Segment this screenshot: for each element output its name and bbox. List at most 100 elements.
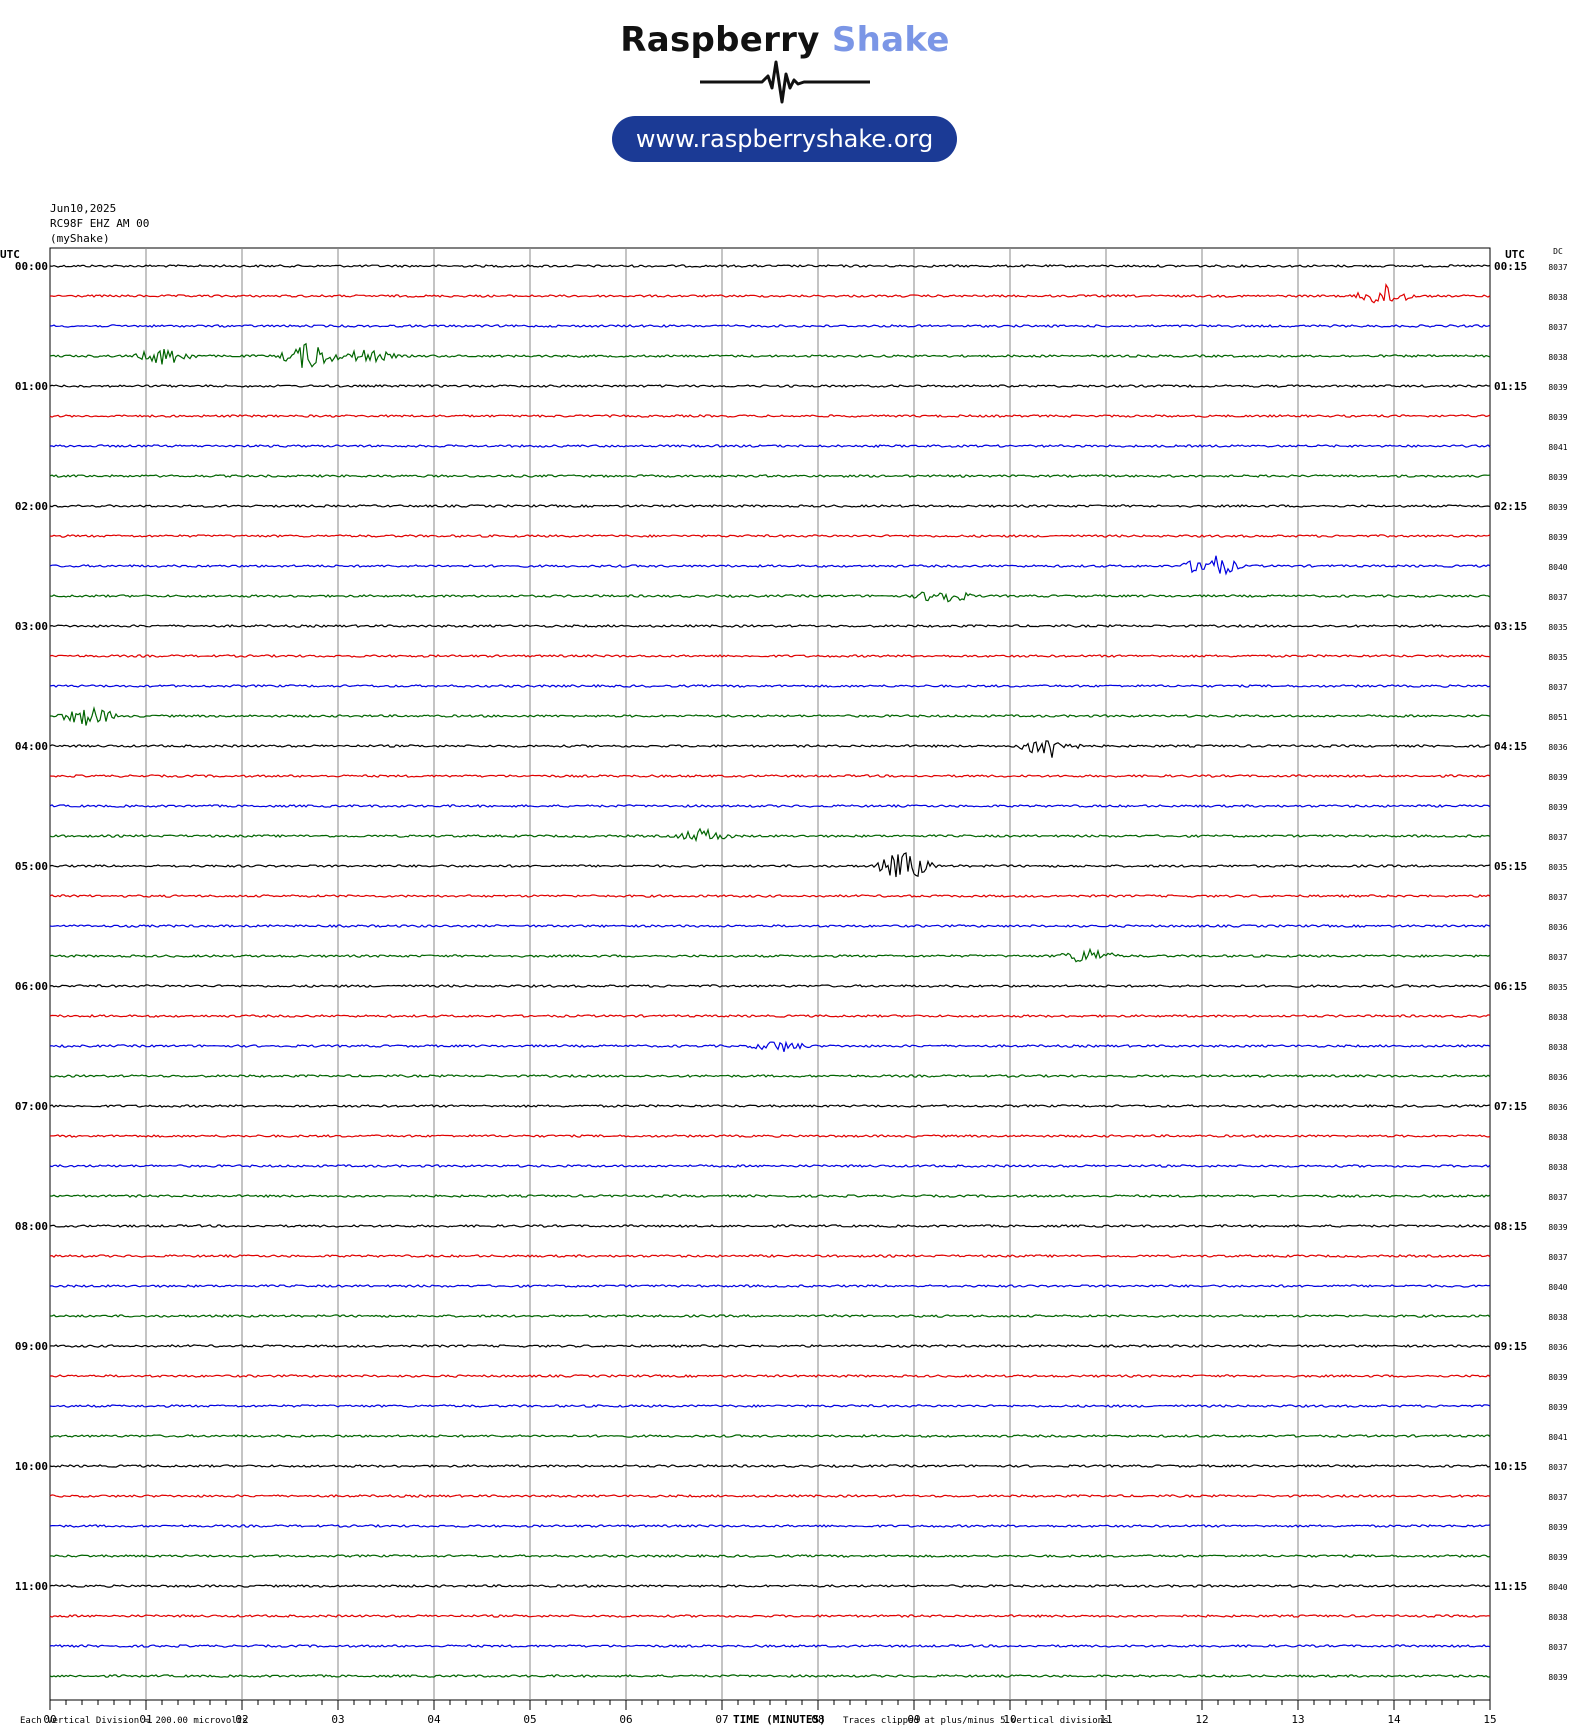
right-hour-label: 08:15: [1494, 1220, 1527, 1233]
dc-value-label: 8037: [1548, 323, 1567, 332]
left-hour-label: 02:00: [15, 500, 48, 513]
right-hour-label: 03:15: [1494, 620, 1527, 633]
dc-value-label: 8037: [1548, 1643, 1567, 1652]
dc-value-label: 8039: [1548, 1223, 1567, 1232]
right-hour-label: 00:15: [1494, 260, 1527, 273]
x-tick-label: 10: [1003, 1713, 1016, 1726]
dc-value-label: 8038: [1548, 1163, 1567, 1172]
seismic-trace: [49, 591, 1491, 603]
seismic-trace: [49, 444, 1491, 448]
dc-value-label: 8040: [1548, 1283, 1567, 1292]
left-hour-label: 01:00: [15, 380, 48, 393]
brand-name-part1: Raspberry: [620, 20, 820, 60]
dc-value-label: 8039: [1548, 1373, 1567, 1382]
dc-value-label: 8039: [1548, 1673, 1567, 1682]
right-utc-label: UTC: [1505, 248, 1525, 261]
seismic-trace: [49, 684, 1491, 688]
seismic-trace: [49, 1434, 1491, 1438]
seismic-trace: [50, 706, 1491, 726]
seismic-trace: [49, 1554, 1491, 1558]
brand-name: Raspberry Shake: [0, 20, 1570, 60]
left-hour-label: 10:00: [15, 1460, 48, 1473]
seismic-trace: [49, 1134, 1491, 1138]
seismic-trace: [49, 1040, 1491, 1052]
seismic-trace: [49, 740, 1491, 758]
dc-value-label: 8037: [1548, 593, 1567, 602]
dc-value-label: 8039: [1548, 473, 1567, 482]
seismic-trace: [49, 654, 1491, 658]
dc-value-label: 8039: [1548, 413, 1567, 422]
x-tick-label: 07: [715, 1713, 728, 1726]
seismic-trace: [49, 384, 1491, 388]
left-hour-label: 06:00: [15, 980, 48, 993]
x-tick-label: 05: [523, 1713, 536, 1726]
right-hour-label: 07:15: [1494, 1100, 1527, 1113]
dc-value-label: 8039: [1548, 803, 1567, 812]
seismic-trace: [49, 324, 1491, 328]
dc-value-label: 8039: [1548, 383, 1567, 392]
seismic-trace: [49, 1224, 1491, 1228]
dc-value-label: 8038: [1548, 1013, 1567, 1022]
footer-scale-note: Each Vertical Division = 200.00 microvol…: [20, 1716, 248, 1726]
dc-value-label: 8039: [1548, 773, 1567, 782]
x-tick-label: 03: [331, 1713, 344, 1726]
dc-value-label: 8039: [1548, 1403, 1567, 1412]
dc-value-label: 8036: [1548, 1103, 1567, 1112]
dc-value-label: 8038: [1548, 293, 1567, 302]
seismic-trace: [49, 342, 1491, 368]
dc-value-label: 8035: [1548, 983, 1567, 992]
seismic-trace: [49, 1194, 1491, 1198]
left-hour-label: 08:00: [15, 1220, 48, 1233]
brand-name-part2: Shake: [831, 20, 950, 60]
left-utc-label: UTC: [0, 248, 20, 261]
dc-value-label: 8041: [1548, 1433, 1567, 1442]
x-tick-label: 14: [1387, 1713, 1401, 1726]
seismic-trace: [49, 1584, 1491, 1588]
seismic-trace: [49, 504, 1491, 508]
dc-value-label: 8037: [1548, 893, 1567, 902]
right-hour-label: 06:15: [1494, 980, 1527, 993]
x-tick-label: 00: [43, 1713, 56, 1726]
dc-value-label: 8041: [1548, 443, 1567, 452]
dc-value-label: 8039: [1548, 533, 1567, 542]
right-hour-label: 09:15: [1494, 1340, 1527, 1353]
dc-value-label: 8035: [1548, 623, 1567, 632]
seismic-trace: [49, 414, 1491, 418]
dc-value-label: 8035: [1548, 863, 1567, 872]
seismic-trace: [49, 1164, 1491, 1168]
website-link[interactable]: www.raspberryshake.org: [612, 116, 957, 162]
right-hour-label: 02:15: [1494, 500, 1527, 513]
right-hour-label: 10:15: [1494, 1460, 1527, 1473]
left-hour-label: 03:00: [15, 620, 48, 633]
dc-value-label: 8038: [1548, 1613, 1567, 1622]
seismic-trace: [49, 852, 1491, 878]
seismic-trace: [49, 1104, 1491, 1108]
dc-value-label: 8040: [1548, 563, 1567, 572]
seismic-trace: [49, 894, 1491, 898]
right-hour-label: 05:15: [1494, 860, 1527, 873]
seismic-trace: [49, 1344, 1491, 1348]
dc-value-label: 8036: [1548, 1343, 1567, 1352]
dc-value-label: 8038: [1548, 353, 1567, 362]
footer-clip-note: Traces clipped at plus/minus 5 vertical …: [843, 1716, 1109, 1726]
x-axis-title: TIME (MINUTES): [733, 1713, 826, 1726]
seismic-trace: [49, 804, 1491, 808]
x-tick-label: 04: [427, 1713, 441, 1726]
seismic-trace: [49, 1374, 1491, 1378]
seismic-trace: [50, 283, 1491, 304]
seismic-trace: [49, 624, 1491, 628]
dc-value-label: 8037: [1548, 1463, 1567, 1472]
seismic-trace: [49, 1674, 1491, 1678]
x-tick-label: 01: [139, 1713, 152, 1726]
dc-value-label: 8036: [1548, 1073, 1567, 1082]
right-hour-label: 01:15: [1494, 380, 1527, 393]
seismic-trace: [50, 1314, 1491, 1318]
x-tick-label: 12: [1195, 1713, 1208, 1726]
left-hour-label: 00:00: [15, 260, 48, 273]
left-hour-label: 05:00: [15, 860, 48, 873]
x-tick-label: 15: [1483, 1713, 1496, 1726]
dc-value-label: 8037: [1548, 263, 1567, 272]
plot-frame: [49, 247, 1491, 1701]
raspberry-shake-logo: Raspberry Shake www.raspberryshake.org: [0, 0, 1570, 170]
right-hour-label: 04:15: [1494, 740, 1527, 753]
